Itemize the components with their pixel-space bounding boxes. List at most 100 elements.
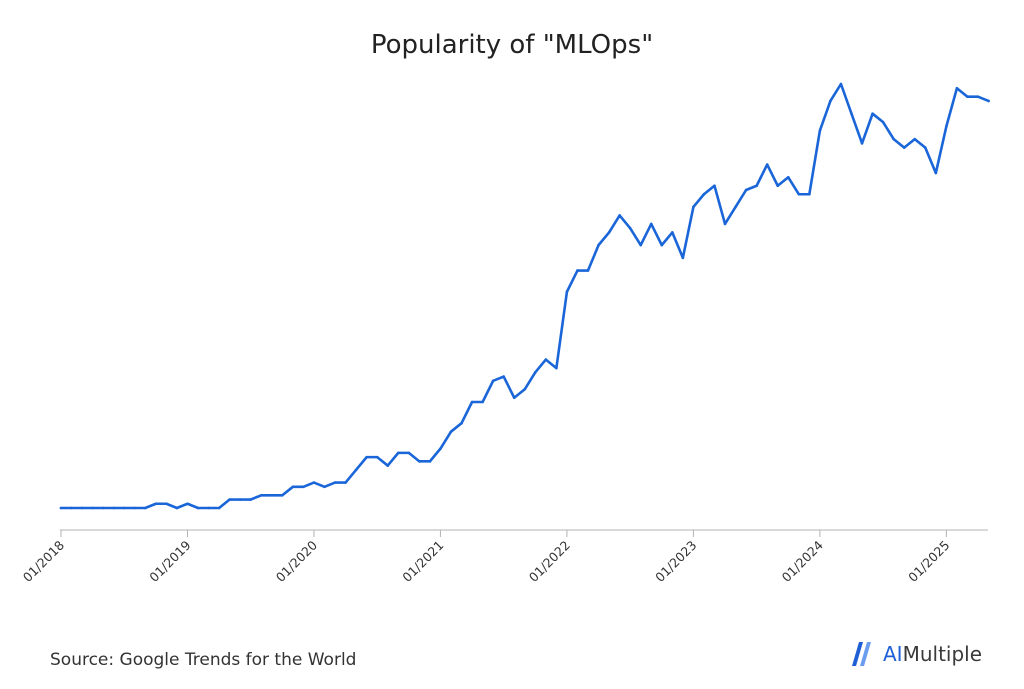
- aimultiple-logo-icon: [852, 642, 871, 666]
- data-point: [723, 222, 727, 226]
- x-tick-label: 01/2020: [273, 537, 320, 584]
- data-point: [386, 464, 390, 467]
- data-point: [744, 188, 748, 192]
- data-point: [270, 493, 274, 497]
- data-point: [850, 112, 853, 115]
- data-point: [976, 95, 980, 99]
- x-tick-label: 01/2019: [146, 537, 193, 584]
- data-point: [344, 481, 347, 484]
- data-point: [734, 205, 737, 209]
- data-point: [418, 460, 421, 463]
- data-point: [259, 493, 263, 497]
- data-point: [934, 171, 938, 175]
- data-point: [544, 358, 548, 361]
- data-point: [396, 451, 400, 455]
- data-point: [955, 86, 959, 90]
- data-point: [59, 506, 63, 510]
- data-point: [165, 502, 168, 506]
- data-point: [713, 184, 716, 188]
- x-tick-label: 01/2025: [905, 538, 952, 585]
- data-point: [902, 146, 906, 149]
- data-point: [576, 269, 579, 272]
- data-point: [607, 231, 611, 234]
- series-line: [59, 82, 990, 510]
- data-point: [407, 451, 411, 455]
- data-point: [555, 366, 558, 370]
- data-point: [354, 468, 358, 472]
- x-axis: 01/2018 01/2019 01/2020 01/2021 01/2022 01/20…: [20, 529, 988, 585]
- brand-logo: AIMultiple: [850, 637, 982, 671]
- brand-name-ai: AI: [883, 642, 903, 666]
- brand-name: AIMultiple: [883, 642, 982, 666]
- data-point: [628, 226, 632, 230]
- data-point: [428, 460, 432, 463]
- data-point: [281, 493, 284, 497]
- data-point: [534, 371, 537, 374]
- data-point: [186, 502, 189, 506]
- data-point: [871, 112, 874, 115]
- data-point: [365, 455, 368, 459]
- data-point: [449, 430, 453, 433]
- data-point: [881, 120, 885, 124]
- data-point: [839, 82, 843, 86]
- data-point: [892, 137, 895, 141]
- data-point: [91, 506, 94, 510]
- data-point: [829, 99, 832, 103]
- data-point: [144, 506, 147, 510]
- series-layer: [59, 82, 990, 510]
- data-point: [776, 184, 780, 188]
- data-point: [312, 481, 316, 484]
- data-point: [755, 184, 758, 188]
- data-point: [323, 485, 326, 489]
- data-point: [523, 387, 527, 391]
- data-point: [987, 99, 990, 103]
- data-point: [112, 506, 115, 510]
- data-point: [101, 506, 105, 510]
- data-point: [671, 231, 674, 234]
- data-point: [249, 498, 253, 501]
- brand-name-rest: Multiple: [902, 642, 983, 666]
- data-point: [618, 214, 621, 217]
- data-point: [913, 137, 917, 141]
- data-point: [470, 400, 474, 404]
- data-point: [945, 125, 948, 128]
- data-point: [302, 485, 305, 489]
- data-point: [660, 243, 664, 247]
- data-point: [217, 506, 221, 510]
- data-point: [765, 163, 769, 166]
- x-tick-label: 01/2023: [652, 538, 699, 585]
- data-point: [639, 243, 642, 247]
- data-point: [70, 506, 73, 510]
- data-point: [196, 506, 200, 510]
- data-point: [681, 256, 685, 260]
- data-point: [122, 506, 126, 510]
- data-point: [375, 455, 379, 459]
- data-point: [786, 175, 790, 179]
- data-point: [80, 506, 84, 510]
- data-point: [923, 146, 927, 149]
- chart-title: Popularity of "MLOps": [370, 30, 654, 60]
- data-point: [154, 502, 158, 506]
- data-point: [818, 129, 822, 132]
- data-point: [860, 142, 864, 145]
- x-tick-label: 01/2022: [526, 538, 573, 585]
- data-point: [228, 498, 231, 501]
- data-point: [439, 447, 442, 450]
- data-point: [291, 485, 295, 489]
- data-point: [565, 290, 569, 294]
- data-point: [238, 498, 242, 501]
- data-point: [502, 375, 505, 378]
- data-point: [491, 379, 495, 383]
- data-point: [586, 269, 590, 272]
- data-point: [333, 481, 337, 484]
- data-point: [808, 192, 811, 196]
- x-tick-label: 01/2024: [779, 537, 826, 584]
- data-point: [175, 506, 179, 510]
- data-point: [597, 243, 600, 247]
- data-point: [702, 192, 706, 196]
- data-point: [692, 205, 695, 209]
- data-point: [512, 396, 516, 400]
- data-point: [133, 506, 137, 510]
- x-tick-label: 01/2021: [399, 538, 446, 585]
